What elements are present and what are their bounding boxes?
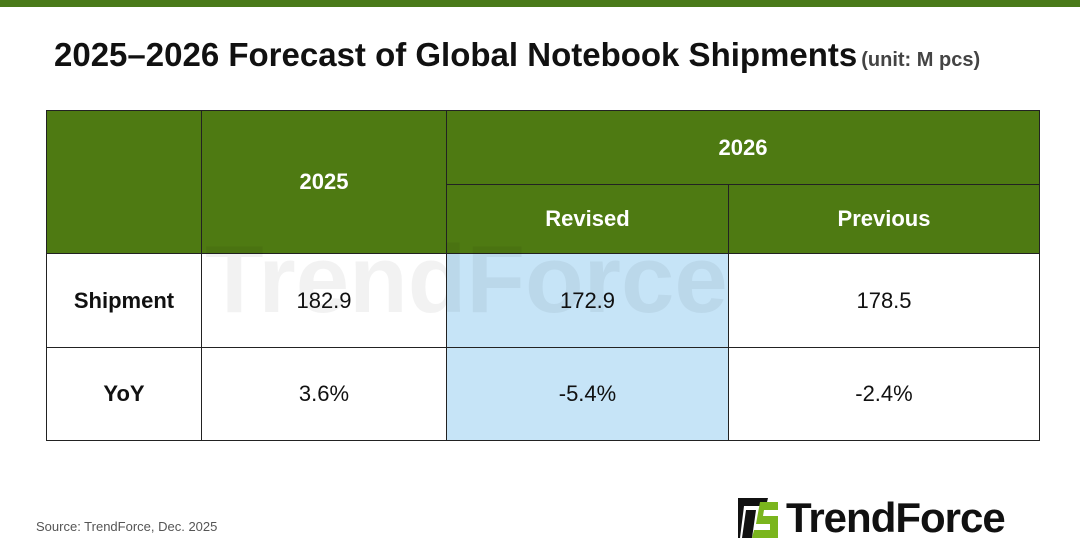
table-row: Shipment 182.9 172.9 178.5 bbox=[46, 253, 1040, 348]
header-previous: Previous bbox=[728, 184, 1040, 254]
header-revised: Revised bbox=[446, 184, 729, 254]
page-title: 2025–2026 Forecast of Global Notebook Sh… bbox=[54, 36, 980, 74]
cell-previous: 178.5 bbox=[728, 253, 1040, 348]
trendforce-logo-icon bbox=[738, 498, 778, 538]
source-note: Source: TrendForce, Dec. 2025 bbox=[36, 519, 218, 534]
cell-revised: 172.9 bbox=[446, 253, 729, 348]
row-label: YoY bbox=[46, 347, 202, 441]
table-row: YoY 3.6% -5.4% -2.4% bbox=[46, 347, 1040, 441]
header-2026: 2026 bbox=[446, 110, 1040, 185]
cell-2025: 3.6% bbox=[201, 347, 447, 441]
title-text: 2025–2026 Forecast of Global Notebook Sh… bbox=[54, 36, 858, 73]
cell-2025: 182.9 bbox=[201, 253, 447, 348]
top-accent-bar bbox=[0, 0, 1080, 7]
header-2025: 2025 bbox=[201, 110, 447, 254]
logo-text: TrendForce bbox=[786, 494, 1006, 541]
cell-previous: -2.4% bbox=[728, 347, 1040, 441]
header-empty bbox=[46, 110, 202, 254]
forecast-table: 2025 2026 Revised Previous Shipment 182.… bbox=[46, 110, 1040, 441]
trendforce-logo: TrendForce bbox=[738, 494, 1006, 542]
cell-revised: -5.4% bbox=[446, 347, 729, 441]
unit-label: (unit: M pcs) bbox=[861, 49, 981, 71]
row-label: Shipment bbox=[46, 253, 202, 348]
